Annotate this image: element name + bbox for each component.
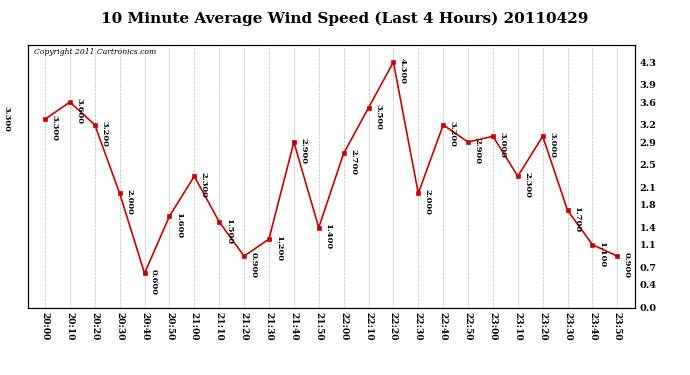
Text: 1.400: 1.400 xyxy=(324,224,333,250)
Text: 2.000: 2.000 xyxy=(424,189,432,215)
Text: 3.000: 3.000 xyxy=(549,132,556,158)
Text: 2.900: 2.900 xyxy=(473,138,482,164)
Text: 2.300: 2.300 xyxy=(200,172,208,198)
Text: 2.300: 2.300 xyxy=(524,172,531,198)
Text: 3.600: 3.600 xyxy=(75,98,83,124)
Text: 4.300: 4.300 xyxy=(399,58,407,84)
Text: 1.600: 1.600 xyxy=(175,212,183,238)
Text: 3.300: 3.300 xyxy=(2,106,10,132)
Text: 3.200: 3.200 xyxy=(448,121,457,147)
Text: 3.300: 3.300 xyxy=(50,115,59,141)
Text: 10 Minute Average Wind Speed (Last 4 Hours) 20110429: 10 Minute Average Wind Speed (Last 4 Hou… xyxy=(101,11,589,26)
Text: 2.700: 2.700 xyxy=(349,149,357,175)
Text: 0.600: 0.600 xyxy=(150,269,158,295)
Text: 3.200: 3.200 xyxy=(100,121,108,147)
Text: 3.000: 3.000 xyxy=(498,132,506,158)
Text: 1.100: 1.100 xyxy=(598,240,606,267)
Text: 1.200: 1.200 xyxy=(275,235,282,261)
Text: 1.700: 1.700 xyxy=(573,206,581,232)
Text: 0.900: 0.900 xyxy=(250,252,257,278)
Text: 1.500: 1.500 xyxy=(225,218,233,244)
Text: 2.000: 2.000 xyxy=(125,189,133,215)
Text: 2.900: 2.900 xyxy=(299,138,308,164)
Text: 0.900: 0.900 xyxy=(623,252,631,278)
Text: Copyright 2011 Cartronics.com: Copyright 2011 Cartronics.com xyxy=(34,48,156,56)
Text: 3.500: 3.500 xyxy=(374,104,382,129)
